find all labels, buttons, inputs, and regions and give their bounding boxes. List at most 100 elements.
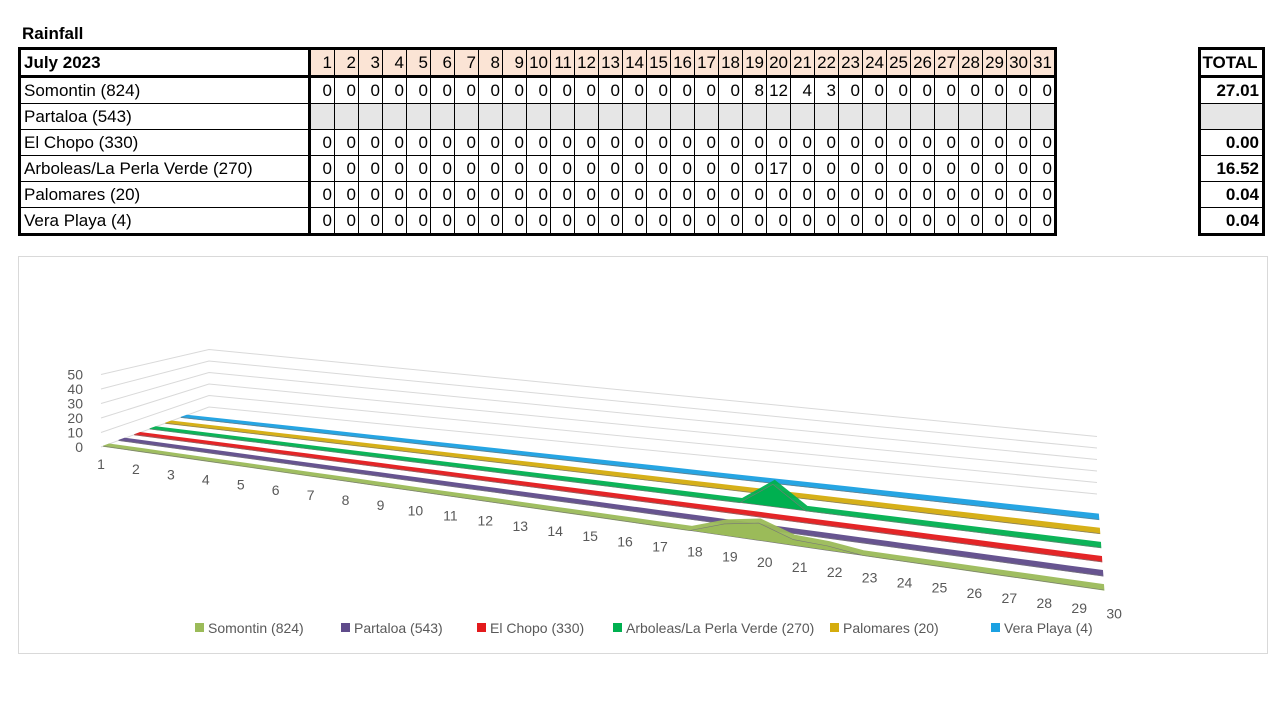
x-tick-label: 1 [97, 456, 105, 472]
rain-value: 0 [358, 181, 383, 208]
rain-value: 0 [550, 207, 575, 235]
rain-value [406, 103, 431, 130]
rain-value: 0 [934, 155, 959, 182]
series-ribbon [118, 437, 1104, 577]
rain-value [1006, 103, 1031, 130]
rain-value: 0 [814, 129, 839, 156]
rain-value: 0 [934, 129, 959, 156]
rain-value: 0 [574, 129, 599, 156]
legend-label: Palomares (20) [843, 620, 939, 636]
x-tick-label: 5 [237, 477, 245, 493]
rain-value: 0 [622, 155, 647, 182]
rain-value [1030, 103, 1056, 130]
rain-value: 0 [1030, 155, 1056, 182]
x-tick-label: 8 [342, 492, 350, 508]
day-header: 30 [1006, 48, 1031, 78]
rain-value: 0 [1030, 129, 1056, 156]
rain-value [790, 103, 815, 130]
totals-row: 0.00 [1199, 129, 1264, 156]
x-tick-label: 26 [967, 585, 983, 601]
rain-value [334, 103, 359, 130]
day-header: 31 [1030, 48, 1056, 78]
rain-value: 0 [502, 181, 527, 208]
day-header: 3 [358, 48, 383, 78]
series-0 [103, 443, 1105, 591]
station-name: Palomares (20) [19, 181, 311, 208]
rainfall-chart: 0 10 20 30 40 50 1 2 3 4 5 6 7 8 9 10 11 12 13 14 15 16 17 18 1… [18, 256, 1268, 654]
rain-value: 0 [526, 155, 551, 182]
rain-value: 0 [574, 207, 599, 235]
rain-value [742, 103, 767, 130]
rain-value: 0 [574, 181, 599, 208]
series-front-face [134, 434, 1102, 563]
x-tick-label: 19 [722, 549, 738, 565]
rain-value: 0 [358, 76, 383, 104]
station-total: 0.04 [1199, 207, 1264, 235]
rain-value: 0 [886, 181, 911, 208]
rain-value: 0 [958, 155, 983, 182]
month-label: July 2023 [19, 48, 311, 78]
rain-value: 0 [766, 129, 791, 156]
rain-value: 0 [334, 207, 359, 235]
day-header: 22 [814, 48, 839, 78]
rain-value: 0 [430, 129, 455, 156]
rain-value: 0 [694, 76, 719, 104]
rain-value: 0 [838, 181, 863, 208]
rain-value: 0 [574, 155, 599, 182]
chart-series [103, 414, 1105, 591]
rain-value: 0 [814, 181, 839, 208]
day-header: 4 [382, 48, 407, 78]
rain-value: 0 [1030, 181, 1056, 208]
x-tick-label: 9 [377, 497, 385, 513]
rain-value: 0 [1006, 207, 1031, 235]
day-header: 26 [910, 48, 935, 78]
day-header: 15 [646, 48, 671, 78]
y-tick-label: 40 [67, 381, 83, 397]
x-tick-label: 23 [862, 569, 878, 585]
table-row: Arboleas/La Perla Verde (270) 0 0 0 0 0 0 0 0 0 0 0… [19, 155, 1056, 182]
rain-value: 0 [886, 207, 911, 235]
x-tick-label: 22 [827, 564, 843, 580]
rain-value [358, 103, 383, 130]
day-header: 23 [838, 48, 863, 78]
rain-value: 0 [478, 207, 503, 235]
day-header: 8 [478, 48, 503, 78]
legend-label: Partaloa (543) [354, 620, 443, 636]
rain-value: 0 [910, 181, 935, 208]
rain-value [309, 103, 335, 130]
rain-value: 0 [718, 155, 743, 182]
x-tick-label: 25 [932, 580, 948, 596]
rain-value: 0 [910, 76, 935, 104]
table-row: Vera Playa (4) 0 0 0 0 0 0 0 0 0 0 0 0 0 0 0 0 0 0 0 0 0 0 0 0 0 0… [19, 207, 1056, 235]
day-header: 28 [958, 48, 983, 78]
total-label: TOTAL [1199, 48, 1264, 78]
x-tick-label: 3 [167, 466, 175, 482]
day-header: 16 [670, 48, 695, 78]
series-ribbon [149, 426, 1102, 549]
rain-value: 0 [598, 76, 623, 104]
rain-value: 0 [309, 207, 335, 235]
rain-value: 0 [862, 181, 887, 208]
rain-value: 0 [598, 181, 623, 208]
rain-value: 0 [526, 207, 551, 235]
x-tick-label: 6 [272, 482, 280, 498]
day-header: 24 [862, 48, 887, 78]
rain-value: 0 [598, 207, 623, 235]
day-header: 12 [574, 48, 599, 78]
rain-value: 0 [934, 76, 959, 104]
rain-value: 0 [622, 181, 647, 208]
rain-value: 0 [622, 76, 647, 104]
rain-value: 0 [958, 76, 983, 104]
rain-value: 0 [598, 129, 623, 156]
series-front-face [180, 417, 1099, 520]
rain-value: 0 [574, 76, 599, 104]
x-tick-label: 4 [202, 471, 210, 487]
rain-value: 0 [862, 129, 887, 156]
totals-table: TOTAL 27.01 0.00 16.52 0.04 0.04 [1198, 47, 1265, 236]
rain-value: 0 [406, 76, 431, 104]
table-header-row: July 2023 1 2 3 4 5 6 7 8 9 10 11 12 13 14 15 16 17 18 19 20… [19, 48, 1056, 78]
rain-value: 0 [550, 155, 575, 182]
x-tick-label: 15 [582, 528, 598, 544]
